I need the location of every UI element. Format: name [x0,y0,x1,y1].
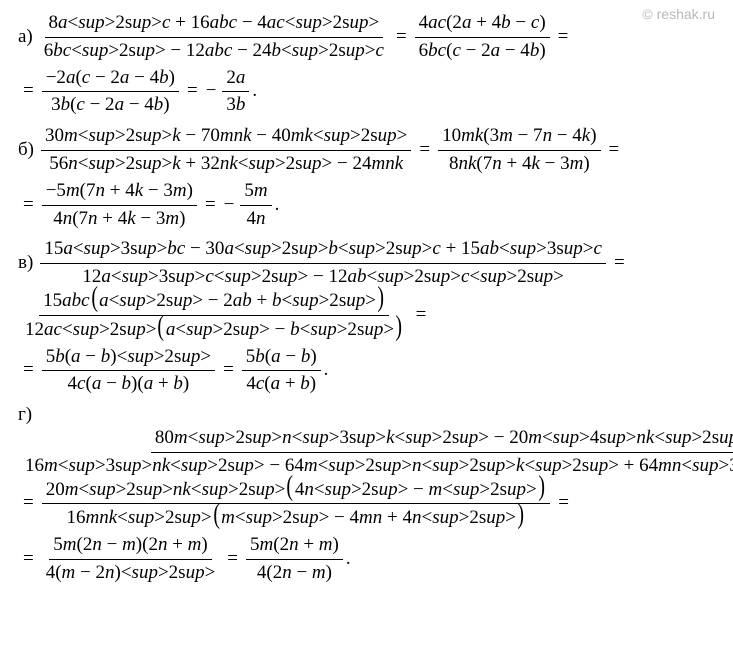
problem-d-line1: г) 80m<sup>2sup>n<sup>3sup>k<sup>2sup> −… [18,404,715,530]
period: . [324,359,329,382]
period: . [275,194,280,217]
frac-a4-den: 3b [222,92,249,117]
frac-a2: 4ac(2a + 4b − c) 6bc(c − 2a − 4b) [415,12,550,63]
period: . [346,548,351,571]
frac-a1: 8a<sup>2sup>c + 16abc − 4ac<sup>2sup> 6b… [40,12,388,63]
problem-c: в) 15a<sup>3sup>bc − 30a<sup>2sup>b<sup>… [18,238,715,396]
frac-b3-den: 4n(7n + 4k − 3m) [49,206,189,231]
frac-b2-num: 10mk(3m − 7n − 4k) [438,125,600,151]
problem-b: б) 30m<sup>2sup>k − 70mnk − 40mk<sup>2su… [18,125,715,230]
label-d: г) [18,404,32,427]
frac-c3-num: 5b(a − b)<sup>2sup> [42,346,215,372]
problem-c-line2: = 5b(a − b)<sup>2sup> 4c(a − b)(a + b) =… [18,346,715,397]
frac-c4-num: 5b(a − b) [242,346,321,372]
problem-a-line2: = −2a(c − 2a − 4b) 3b(c − 2a − 4b) = − 2… [18,67,715,118]
label-a: а) [18,26,33,49]
frac-b2: 10mk(3m − 7n − 4k) 8nk(7n + 4k − 3m) [438,125,600,176]
frac-b4: 5m 4n [240,180,271,231]
frac-c4-den: 4c(a + b) [242,371,320,396]
equals: = [419,139,430,162]
frac-b1-num: 30m<sup>2sup>k − 70mnk − 40mk<sup>2sup> [41,125,411,151]
frac-a2-num: 4ac(2a + 4b − c) [415,12,550,38]
equals: = [558,492,569,515]
frac-b4-num: 5m [240,180,271,206]
problem-d-line2: = 5m(2n − m)(2n + m) 4(m − 2n)<sup>2sup>… [18,534,715,585]
frac-d4: 5m(2n + m) 4(2n − m) [246,534,343,585]
equals: = [23,80,34,103]
frac-c2-num: 15abc(a<sup>2sup> − 2ab + b<sup>2sup>) [39,289,389,316]
frac-a3-num: −2a(c − 2a − 4b) [42,67,179,93]
frac-d1-den: 16m<sup>3sup>nk<sup>2sup> − 64m<sup>2sup… [21,453,733,478]
problem-a-line1: а) 8a<sup>2sup>c + 16abc − 4ac<sup>2sup>… [18,12,715,63]
problem-d: г) 80m<sup>2sup>n<sup>3sup>k<sup>2sup> −… [18,404,715,585]
frac-d3-num: 5m(2n − m)(2n + m) [49,534,211,560]
frac-c1-num: 15a<sup>3sup>bc − 30a<sup>2sup>b<sup>2su… [40,238,606,264]
frac-b1: 30m<sup>2sup>k − 70mnk − 40mk<sup>2sup> … [41,125,411,176]
label-b: б) [18,139,34,162]
equals: = [23,492,34,515]
frac-d4-den: 4(2n − m) [253,560,336,585]
period: . [252,80,257,103]
frac-c4: 5b(a − b) 4c(a + b) [242,346,321,397]
equals: = [558,26,569,49]
frac-c3-den: 4c(a − b)(a + b) [64,371,194,396]
minus: − [206,80,217,103]
frac-a2-den: 6bc(c − 2a − 4b) [415,38,550,63]
frac-b3: −5m(7n + 4k − 3m) 4n(7n + 4k − 3m) [42,180,197,231]
frac-a4-num: 2a [222,67,249,93]
equals: = [223,359,234,382]
frac-c1: 15a<sup>3sup>bc − 30a<sup>2sup>b<sup>2su… [40,238,606,289]
equals: = [23,359,34,382]
frac-d3: 5m(2n − m)(2n + m) 4(m − 2n)<sup>2sup> [42,534,220,585]
problem-b-line2: = −5m(7n + 4k − 3m) 4n(7n + 4k − 3m) = −… [18,180,715,231]
equals: = [23,194,34,217]
frac-d2-num: 20m<sup>2sup>nk<sup>2sup>(4n<sup>2sup> −… [42,478,551,505]
frac-d4-num: 5m(2n + m) [246,534,343,560]
frac-b1-den: 56n<sup>2sup>k + 32nk<sup>2sup> − 24mnk [45,151,407,176]
equals: = [614,252,625,275]
frac-a4: 2a 3b [222,67,249,118]
frac-c2: 15abc(a<sup>2sup> − 2ab + b<sup>2sup>) 1… [21,289,408,342]
equals: = [609,139,620,162]
problem-a: а) 8a<sup>2sup>c + 16abc − 4ac<sup>2sup>… [18,12,715,117]
frac-a1-num: 8a<sup>2sup>c + 16abc − 4ac<sup>2sup> [45,12,384,38]
problem-b-line1: б) 30m<sup>2sup>k − 70mnk − 40mk<sup>2su… [18,125,715,176]
frac-c1-den: 12a<sup>3sup>c<sup>2sup> − 12ab<sup>2sup… [78,264,567,289]
equals: = [416,304,427,327]
frac-b3-num: −5m(7n + 4k − 3m) [42,180,197,206]
equals: = [205,194,216,217]
frac-b4-den: 4n [242,206,269,231]
equals: = [396,26,407,49]
equals: = [227,548,238,571]
frac-d2-den: 16mnk<sup>2sup>(m<sup>2sup> − 4mn + 4n<s… [62,504,529,530]
frac-a1-den: 6bc<sup>2sup> − 12abc − 24b<sup>2sup>c [40,38,388,63]
watermark: © reshak.ru [642,6,715,22]
frac-a3: −2a(c − 2a − 4b) 3b(c − 2a − 4b) [42,67,179,118]
minus: − [224,194,235,217]
label-c: в) [18,252,33,275]
frac-c2-den: 12ac<sup>2sup>(a<sup>2sup> − b<sup>2sup>… [21,316,408,342]
frac-c3: 5b(a − b)<sup>2sup> 4c(a − b)(a + b) [42,346,215,397]
frac-d3-den: 4(m − 2n)<sup>2sup> [42,560,220,585]
frac-b2-den: 8nk(7n + 4k − 3m) [445,151,594,176]
frac-d1: 80m<sup>2sup>n<sup>3sup>k<sup>2sup> − 20… [21,427,733,478]
frac-d1-num: 80m<sup>2sup>n<sup>3sup>k<sup>2sup> − 20… [151,427,733,453]
frac-d2: 20m<sup>2sup>nk<sup>2sup>(4n<sup>2sup> −… [42,478,551,531]
frac-a3-den: 3b(c − 2a − 4b) [47,92,174,117]
equals: = [187,80,198,103]
problem-c-line1: в) 15a<sup>3sup>bc − 30a<sup>2sup>b<sup>… [18,238,715,341]
equals: = [23,548,34,571]
